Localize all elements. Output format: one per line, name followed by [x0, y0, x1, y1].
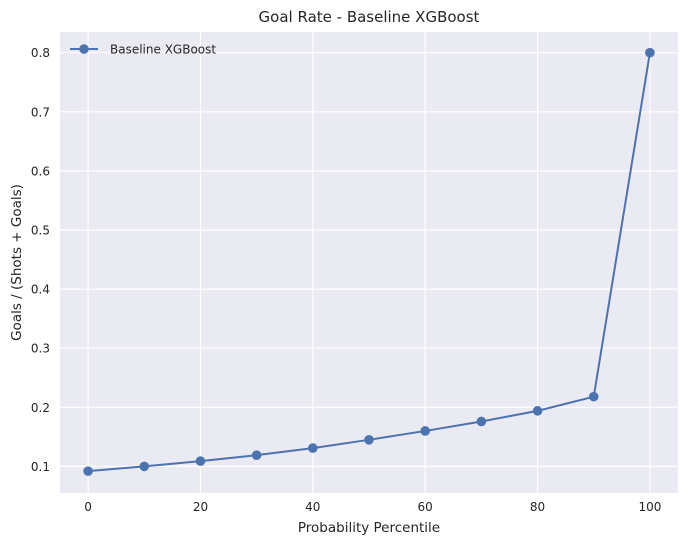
y-tick-labels: 0.1 0.2 0.3 0.4 0.5 0.6 0.7 0.8	[31, 46, 50, 474]
y-axis-label: Goals / (Shots + Goals)	[9, 184, 25, 341]
data-point	[139, 461, 150, 472]
y-tick-label: 0.6	[31, 164, 50, 178]
x-axis-label: Probability Percentile	[298, 520, 440, 536]
data-point	[251, 450, 262, 460]
x-tick-label: 20	[193, 500, 208, 514]
data-point	[645, 47, 655, 58]
y-tick-label: 0.5	[31, 223, 50, 237]
data-point	[420, 426, 430, 436]
data-point	[532, 406, 543, 416]
data-point	[364, 435, 374, 445]
y-tick-label: 0.1	[31, 460, 50, 474]
x-tick-labels: 0 20 40 60 80 100	[84, 500, 661, 514]
legend-label: Baseline XGBoost	[110, 43, 216, 57]
series-layer	[83, 47, 655, 476]
x-tick-label: 80	[530, 500, 545, 514]
data-point	[195, 456, 206, 466]
data-point	[308, 443, 318, 453]
y-tick-label: 0.7	[31, 105, 50, 119]
legend-marker	[79, 44, 89, 54]
x-tick-label: 60	[418, 500, 433, 514]
y-tick-label: 0.3	[31, 342, 50, 356]
y-tick-label: 0.2	[31, 401, 50, 415]
legend: Baseline XGBoost	[70, 43, 216, 57]
data-point	[588, 391, 599, 402]
grid-lines	[60, 32, 678, 493]
plot-area	[60, 32, 678, 493]
chart-title: Goal Rate - Baseline XGBoost	[259, 8, 480, 26]
x-tick-label: 0	[84, 500, 92, 514]
y-tick-label: 0.4	[31, 283, 50, 297]
data-point	[83, 466, 93, 476]
x-tick-label: 40	[305, 500, 320, 514]
x-tick-label: 100	[638, 500, 661, 514]
data-point	[476, 416, 487, 427]
y-tick-label: 0.8	[31, 46, 50, 60]
